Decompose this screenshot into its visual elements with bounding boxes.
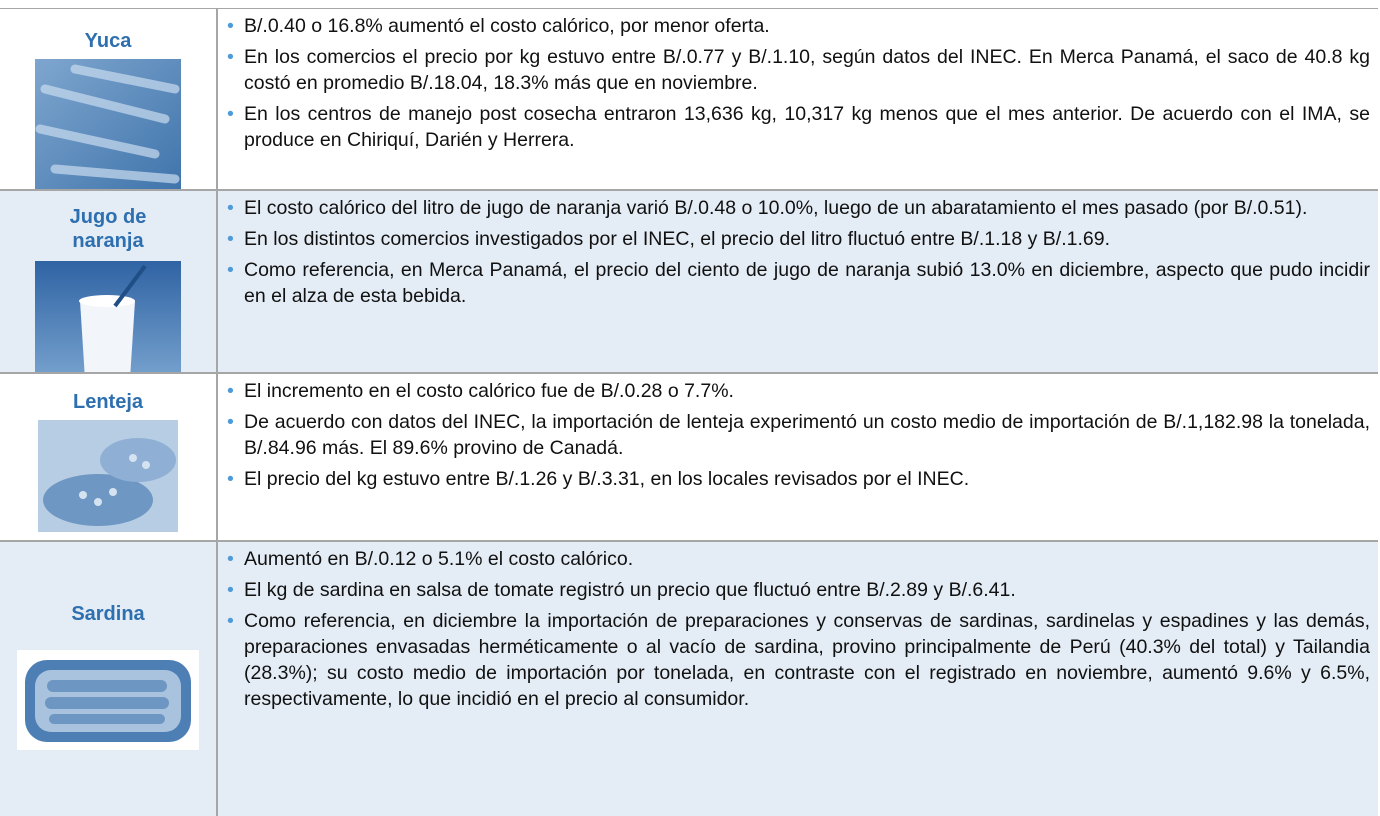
- bullet: B/.0.40 o 16.8% aumentó el costo calóric…: [218, 13, 1370, 39]
- row-label: Jugo de naranja: [43, 205, 173, 253]
- row-label: Yuca: [43, 29, 173, 53]
- label-cell: Yuca: [0, 9, 218, 189]
- bullet: El costo calórico del litro de jugo de n…: [218, 195, 1370, 221]
- bullet: En los comercios el precio por kg estuvo…: [218, 44, 1370, 96]
- bullet: Aumentó en B/.0.12 o 5.1% el costo calór…: [218, 546, 1370, 572]
- bullet: En los centros de manejo post cosecha en…: [218, 101, 1370, 153]
- row: Jugo de naranja El costo calórico del li…: [0, 191, 1378, 374]
- image: [35, 261, 181, 372]
- image: [17, 650, 199, 750]
- content-cell: B/.0.40 o 16.8% aumentó el costo calóric…: [218, 9, 1378, 189]
- bullet: Como referencia, en Merca Panamá, el pre…: [218, 257, 1370, 309]
- label-cell: Jugo de naranja: [0, 191, 218, 372]
- bullet: El kg de sardina en salsa de tomate regi…: [218, 577, 1370, 603]
- bullet: De acuerdo con datos del INEC, la import…: [218, 409, 1370, 461]
- row: Sardina Aumentó en B/.0.12 o 5.1% el cos…: [0, 542, 1378, 816]
- image: [38, 420, 178, 532]
- image: [35, 59, 181, 189]
- bullet: Como referencia, en diciembre la importa…: [218, 608, 1370, 712]
- row: Lenteja El incremento en el costo calóri…: [0, 374, 1378, 542]
- content-cell: El costo calórico del litro de jugo de n…: [218, 191, 1378, 372]
- row-label: Lenteja: [43, 390, 173, 414]
- bullet: En los distintos comercios investigados …: [218, 226, 1370, 252]
- row: Yuca B/.0.40 o 16.8% aumentó el costo ca…: [0, 9, 1378, 191]
- row-label: Sardina: [43, 602, 173, 626]
- label-cell: Sardina: [0, 542, 218, 816]
- label-cell: Lenteja: [0, 374, 218, 540]
- document: Yuca B/.0.40 o 16.8% aumentó el costo ca…: [0, 8, 1378, 816]
- content-cell: El incremento en el costo calórico fue d…: [218, 374, 1378, 540]
- bullet: El precio del kg estuvo entre B/.1.26 y …: [218, 466, 1370, 492]
- bullet: El incremento en el costo calórico fue d…: [218, 378, 1370, 404]
- content-cell: Aumentó en B/.0.12 o 5.1% el costo calór…: [218, 542, 1378, 816]
